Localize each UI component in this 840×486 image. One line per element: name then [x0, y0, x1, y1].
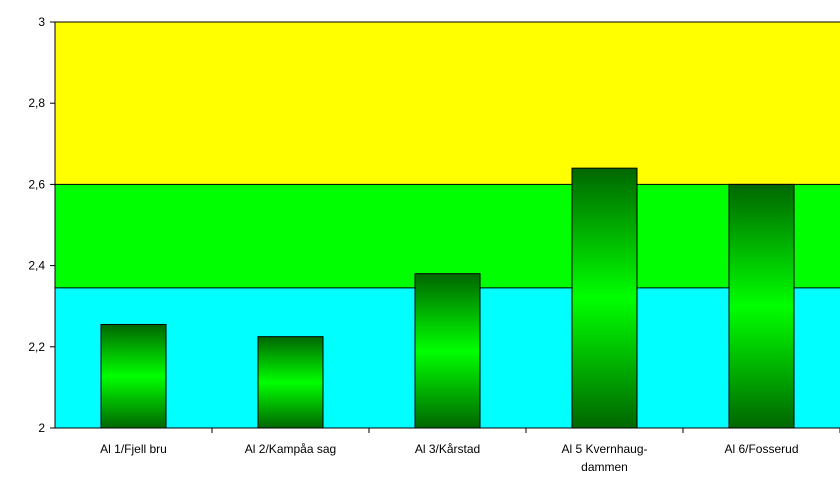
y-tick-label-0: 2: [38, 421, 45, 435]
background-bands: [55, 22, 840, 428]
bar-5: [728, 183, 795, 429]
y-tick-label-5: 3: [38, 15, 45, 29]
band-1: [55, 184, 840, 288]
y-axis-tick-labels: 2 2,2 2,4 2,6 2,8 3: [28, 15, 45, 435]
category-label-2: Al 2/Kampåa sag: [245, 442, 336, 456]
bar-1: [100, 323, 167, 429]
x-axis-category-labels: Al 1/Fjell bru Al 2/Kampåa sag Al 3/Kårsta…: [100, 442, 798, 474]
y-tick-label-4: 2,8: [28, 96, 45, 110]
bars: [100, 167, 795, 429]
category-label-4-line-2: dammen: [581, 460, 628, 474]
y-tick-label-2: 2,4: [28, 259, 45, 273]
bar-4: [571, 167, 638, 429]
category-label-3: Al 3/Kårstad: [415, 442, 480, 456]
category-label-4: Al 5 Kvernhaug-: [561, 442, 647, 456]
band-0: [55, 22, 840, 185]
y-tick-label-1: 2,2: [28, 340, 45, 354]
category-label-5: Al 6/Fosserud: [724, 442, 798, 456]
axes: [50, 21, 840, 433]
category-label-1: Al 1/Fjell bru: [100, 442, 167, 456]
bar-3: [414, 273, 481, 429]
bar-2: [257, 336, 324, 429]
y-tick-label-3: 2,6: [28, 177, 45, 191]
